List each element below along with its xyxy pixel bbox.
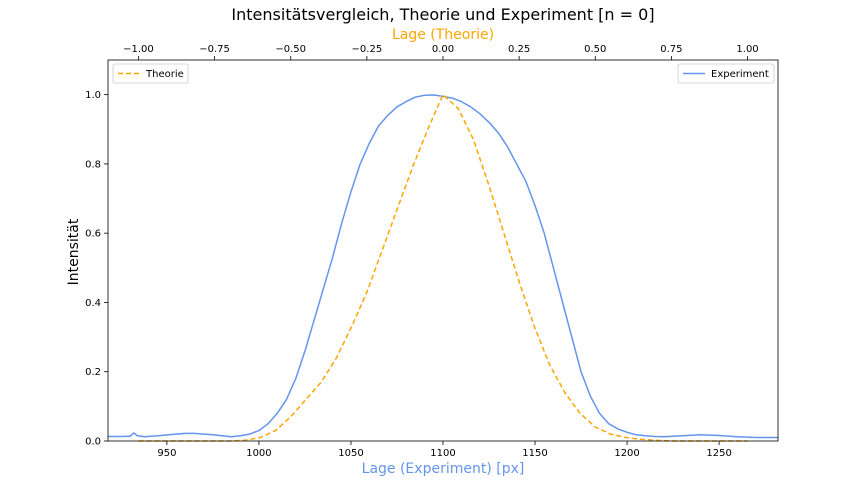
legend-experiment: Experiment: [677, 63, 775, 84]
chart-title: Intensitätsvergleich, Theorie und Experi…: [231, 5, 654, 24]
x2-tick-label: 1.00: [736, 44, 758, 55]
legend-experiment-box: [677, 63, 775, 84]
x-tick-label: 1200: [614, 448, 639, 459]
legend-theory: Theorie: [112, 63, 189, 84]
y-tick-label: 0.6: [85, 229, 101, 240]
x2-tick-label: −0.75: [199, 44, 230, 55]
x-axis-top: −1.00 −0.75 −0.50 −0.25 0.00 0.25 0.50 0.75 1.00: [123, 44, 759, 60]
x2-tick-label: 0.50: [584, 44, 606, 55]
x2-tick-label: 0.75: [660, 44, 682, 55]
x2-tick-label: −0.50: [275, 44, 306, 55]
y-tick-label: 0.8: [85, 159, 101, 170]
y-tick-label: 1.0: [85, 90, 101, 101]
y-axis: 0.0 0.2 0.4 0.6 0.8 1.0: [85, 90, 108, 448]
series-line-experiment: [108, 94, 778, 439]
y-tick-label: 0.0: [85, 437, 101, 448]
x-tick-label: 950: [157, 448, 176, 459]
y-tick-label: 0.4: [85, 298, 101, 309]
legend-experiment-label: Experiment: [711, 69, 769, 80]
x-tick-label: 1000: [246, 448, 271, 459]
x-tick-label: 1250: [706, 448, 731, 459]
x-axis-bottom: 950 1000 1050 1100 1150 1200 1250: [157, 441, 732, 459]
x2-tick-label: −0.25: [352, 44, 383, 55]
legend-theory-box: [112, 63, 189, 84]
bottom-axis-label: Lage (Experiment) [px]: [362, 461, 525, 477]
x2-tick-label: 0.25: [508, 44, 530, 55]
x-tick-label: 1150: [522, 448, 547, 459]
x-tick-label: 1050: [338, 448, 363, 459]
x2-tick-label: 0.00: [432, 44, 454, 55]
top-axis-label: Lage (Theorie): [392, 27, 494, 43]
x2-tick-label: −1.00: [123, 44, 154, 55]
series-layer: [108, 93, 778, 442]
y-tick-label: 0.2: [85, 367, 101, 378]
y-axis-label: Intensität: [66, 218, 82, 285]
x-tick-label: 1100: [430, 448, 455, 459]
legend-theory-label: Theorie: [145, 69, 184, 80]
